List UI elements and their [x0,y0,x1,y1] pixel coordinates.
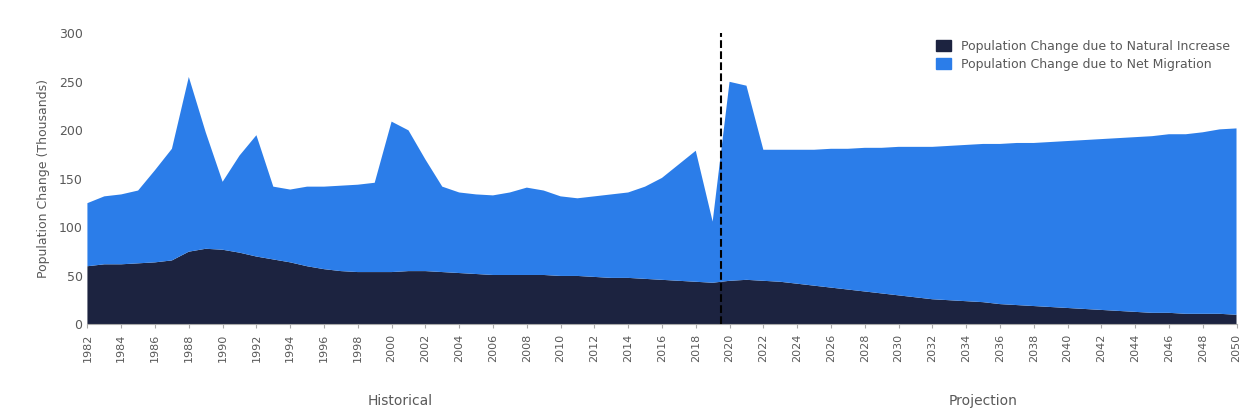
Legend: Population Change due to Natural Increase, Population Change due to Net Migratio: Population Change due to Natural Increas… [937,40,1230,71]
Text: Projection: Projection [948,394,1018,409]
Y-axis label: Population Change (Thousands): Population Change (Thousands) [37,79,50,278]
Text: Historical: Historical [367,394,432,409]
